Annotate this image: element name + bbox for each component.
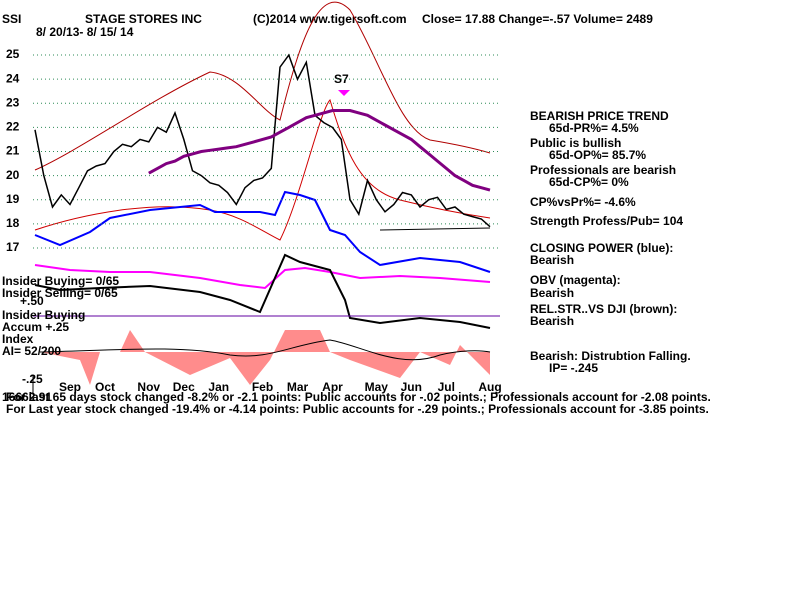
- x-tick-label: Jun: [401, 380, 422, 394]
- panel-text: Public is bullish: [530, 136, 621, 150]
- x-tick-label: Apr: [322, 380, 343, 394]
- x-tick-label: Sep: [59, 380, 81, 394]
- ai-label: AI= 52/200: [2, 344, 61, 358]
- y-tick-label: 21: [6, 144, 20, 158]
- x-tick-label: Mar: [287, 380, 309, 394]
- scale-label: +.50: [20, 294, 44, 308]
- panel-text: Bearish: [530, 286, 574, 300]
- insider-selling: Insider Selling= 0/65: [2, 286, 118, 300]
- panel-text: Professionals are bearish: [530, 163, 676, 177]
- panel-text: IP= -.245: [549, 361, 598, 375]
- dji-label: 16662.91: [2, 390, 52, 404]
- y-tick-label: 19: [6, 192, 20, 206]
- closing-power: [34, 190, 491, 273]
- y-tick-label: 18: [6, 216, 20, 230]
- x-tick-label: Jul: [438, 380, 455, 394]
- footer-line: For last 65 days stock changed -8.2% or …: [6, 390, 711, 404]
- insider-buying-line: Insider Buying: [2, 308, 85, 322]
- x-tick-label: Jan: [208, 380, 229, 394]
- copyright: (C)2014 www.tigersoft.com: [253, 12, 407, 26]
- y-tick-label: 20: [6, 168, 20, 182]
- y-tick-label: 17: [6, 240, 20, 254]
- panel-text: 65d-OP%= 85.7%: [549, 148, 646, 162]
- panel-text: Bearish: Distrubtion Falling.: [530, 349, 691, 363]
- lower-band: [34, 99, 491, 241]
- panel-text: 65d-CP%= 0%: [549, 175, 629, 189]
- date-range: 8/ 20/13- 8/ 15/ 14: [36, 25, 134, 39]
- scale-label: -.25: [22, 372, 43, 386]
- y-tick-label: 25: [6, 47, 20, 61]
- quote: Close= 17.88 Change=-.57 Volume= 2489: [422, 12, 653, 26]
- x-tick-label: May: [365, 380, 389, 394]
- panel-text: BEARISH PRICE TREND: [530, 109, 669, 123]
- index-label: Index: [2, 332, 34, 346]
- rel-strength: [34, 253, 491, 329]
- price-line: [148, 109, 491, 192]
- upper-band: [34, 1, 491, 171]
- panel-text: CLOSING POWER (blue):: [530, 241, 673, 255]
- insider-buying: Insider Buying= 0/65: [2, 274, 119, 288]
- price-line: [34, 53, 491, 228]
- panel-text: Strength Profess/Pub= 104: [530, 214, 683, 228]
- panel-text: REL.STR..VS DJI (brown):: [530, 302, 677, 316]
- x-tick-label: Nov: [137, 380, 160, 394]
- x-tick-label: Aug: [478, 380, 501, 394]
- signal-arrow: [338, 90, 350, 96]
- accum-average: [39, 339, 491, 361]
- x-tick-label: Oct: [95, 380, 115, 394]
- panel-text: Bearish: [530, 314, 574, 328]
- footer-line: For Last year stock changed -19.4% or -4…: [6, 402, 709, 416]
- support-line: [379, 227, 491, 231]
- accum-label: Accum +.25: [2, 320, 69, 334]
- panel-text: OBV (magenta):: [530, 273, 621, 287]
- company: STAGE STORES INC: [85, 12, 202, 26]
- x-tick-label: Dec: [173, 380, 195, 394]
- panel-text: Bearish: [530, 253, 574, 267]
- accum-histogram: [40, 330, 490, 385]
- panel-text: 65d-PR%= 4.5%: [549, 121, 639, 135]
- ticker: SSI: [2, 12, 21, 26]
- x-tick-label: Feb: [252, 380, 273, 394]
- y-tick-label: 22: [6, 120, 20, 134]
- panel-text: CP%vsPr%= -4.6%: [530, 195, 636, 209]
- y-tick-label: 23: [6, 95, 20, 109]
- y-tick-label: 24: [6, 71, 20, 85]
